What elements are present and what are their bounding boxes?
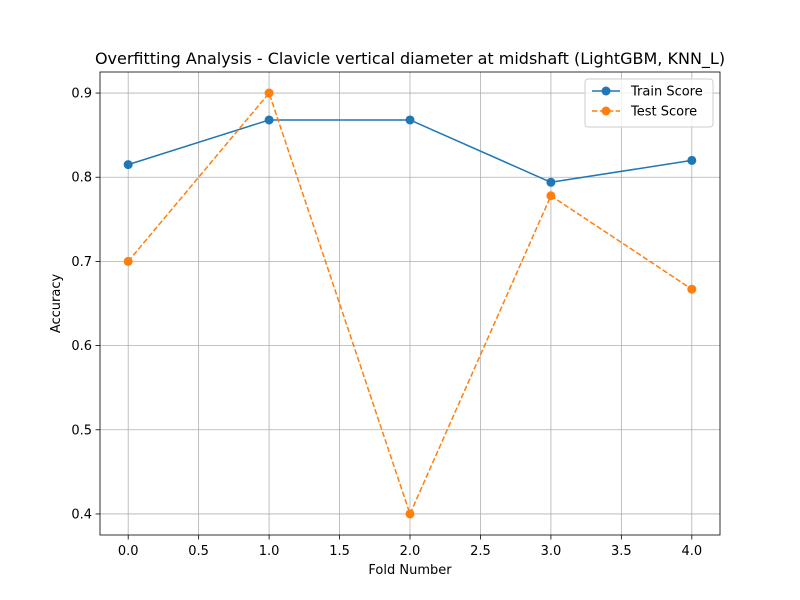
test-score-line — [127, 92, 693, 515]
x-tick-label: 2.5 — [470, 544, 491, 559]
x-tick-label: 2.0 — [400, 544, 421, 559]
series-area — [123, 88, 697, 519]
y-axis-title: Accuracy — [49, 274, 64, 334]
legend: Train Score Test Score — [584, 78, 714, 128]
x-tick-label: 0.0 — [118, 544, 139, 559]
test-score-point — [546, 191, 556, 201]
x-tick-label: 1.5 — [329, 544, 350, 559]
x-tick-label: 1.0 — [259, 544, 280, 559]
train-score-point — [546, 177, 556, 187]
x-tick-label: 3.5 — [611, 544, 632, 559]
test-score-point — [264, 88, 274, 98]
legend-marker-train — [601, 86, 611, 96]
y-tick-label: 0.5 — [71, 423, 92, 438]
train-score-point — [687, 155, 697, 165]
x-tick-label: 0.5 — [188, 544, 209, 559]
train-score-point — [123, 160, 133, 170]
y-tick-label: 0.9 — [71, 87, 92, 102]
y-axis: 0.4 0.5 0.6 0.7 0.8 0.9 — [71, 87, 100, 522]
x-axis: 0.0 0.5 1.0 1.5 2.0 2.5 3.0 3.5 4.0 — [118, 535, 702, 559]
x-axis-title: Fold Number — [368, 563, 452, 578]
series-train-score — [123, 115, 697, 187]
y-tick-label: 0.7 — [71, 255, 92, 270]
series-test-score — [123, 88, 697, 519]
y-tick-label: 0.8 — [71, 171, 92, 186]
chart-title: Overfitting Analysis - Clavicle vertical… — [95, 49, 725, 69]
train-score-point — [264, 115, 274, 125]
legend-marker-test — [601, 106, 611, 116]
legend-label-test: Test Score — [630, 105, 697, 120]
test-score-point — [123, 256, 133, 266]
test-score-point — [687, 284, 697, 294]
test-score-point — [405, 509, 415, 519]
legend-label-train: Train Score — [630, 85, 703, 100]
y-tick-label: 0.4 — [71, 507, 92, 522]
train-score-point — [405, 115, 415, 125]
x-tick-label: 3.0 — [541, 544, 562, 559]
y-tick-label: 0.6 — [71, 339, 92, 354]
x-tick-label: 4.0 — [681, 544, 702, 559]
